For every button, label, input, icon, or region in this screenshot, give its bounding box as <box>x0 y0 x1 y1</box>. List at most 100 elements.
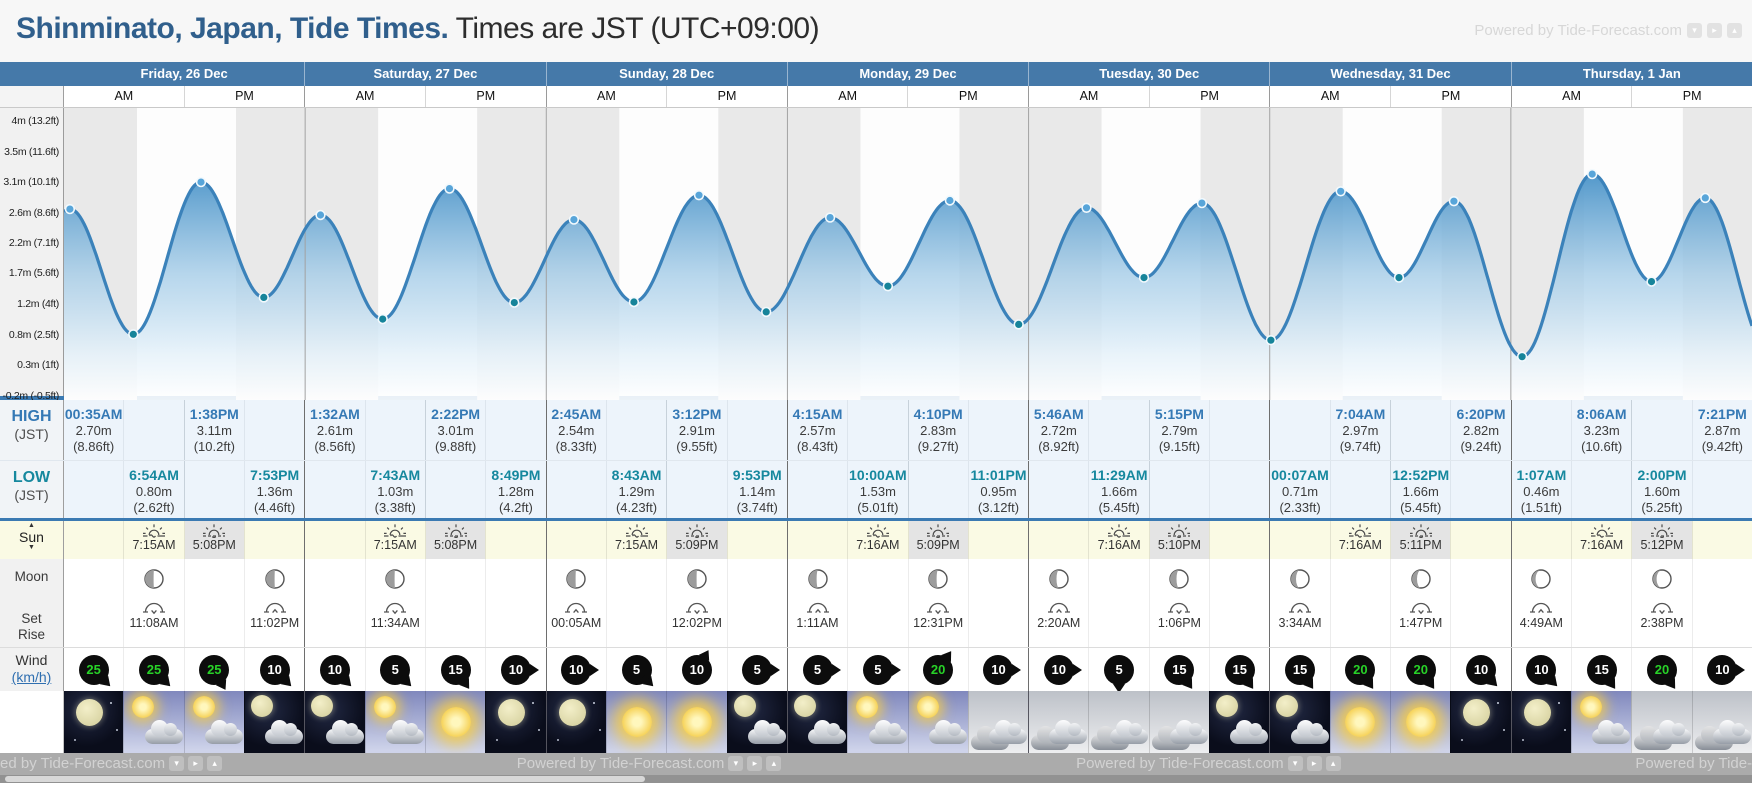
moon-time: 11:34AM <box>370 616 420 630</box>
day-header-cell[interactable]: Monday, 29 Dec <box>786 62 1028 86</box>
powered-by-link[interactable]: Powered by Tide-Forecast.com ▾ ▸ ▴ <box>1474 22 1742 39</box>
low-tide-cell <box>1209 461 1269 518</box>
wind-cell: 10 <box>547 648 606 691</box>
wind-cell: 20 <box>1631 648 1691 691</box>
y-axis-label: 3.1m (10.1ft) <box>3 176 59 189</box>
scrollbar-thumb[interactable] <box>5 776 645 782</box>
app-badge-icon[interactable]: ▴ <box>1325 756 1341 771</box>
moon-cell <box>605 559 666 647</box>
moon-cell: 1:06PM <box>1148 559 1209 647</box>
high-tide-time: 8:06AM <box>1576 406 1627 422</box>
moon-cell <box>1088 559 1148 647</box>
stars-glyph <box>1497 702 1500 704</box>
sunrise-icon <box>1107 523 1131 538</box>
moonset-icon <box>1168 601 1191 615</box>
wind-unit-link[interactable]: (km/h) <box>11 669 52 685</box>
tide-day: 7:43AM 1.03m (3.38ft) 8:49PM 1.28m (4.2ft) <box>304 461 545 518</box>
app-badge-icon[interactable]: ▸ <box>188 756 204 771</box>
sun-day: 7:15AM 5:08PM <box>304 521 545 559</box>
footer-powered-by-text: ed by Tide-Forecast.com <box>0 755 166 772</box>
page-title-location: Shinminato, Japan, Tide Times. <box>16 12 449 45</box>
wind-day: 15 20 20 10 <box>1269 648 1510 691</box>
tide-height-ft: (10.6ft) <box>1581 439 1623 454</box>
app-badge-icon[interactable]: ▾ <box>1287 756 1303 771</box>
moon-cell: 12:31PM <box>907 559 968 647</box>
cloud-glyph <box>325 720 364 744</box>
tide-height-m: 0.71m <box>1282 484 1319 499</box>
wind-speed-value: 15 <box>1594 662 1609 677</box>
day-header-cell[interactable]: Wednesday, 31 Dec <box>1269 62 1510 86</box>
moon-glyph <box>733 695 756 717</box>
moon-time: 1:06PM <box>1157 616 1201 630</box>
wind-speed-value: 10 <box>991 662 1006 677</box>
app-badge-icon[interactable]: ▸ <box>1306 756 1322 771</box>
wind-direction-arrow-icon <box>1602 673 1620 691</box>
app-badge-icon[interactable]: ▾ <box>728 756 744 771</box>
moon-phase-icon <box>1530 568 1552 590</box>
footer-powered-by-link[interactable]: Powered by Tide-Forecast.com▾▸▴ <box>1076 755 1341 772</box>
wind-speed-value: 5 <box>753 662 761 677</box>
day-header-cell[interactable]: Sunday, 28 Dec <box>545 62 787 86</box>
app-badge-icon[interactable]: ▸ <box>747 756 763 771</box>
tide-height-m: 2.57m <box>799 423 836 438</box>
sun-cell <box>1029 521 1088 559</box>
horizontal-scrollbar[interactable] <box>0 775 1752 783</box>
wind-cell: 10 <box>967 648 1028 691</box>
app-badge-icon[interactable]: ▸ <box>1707 23 1722 38</box>
wind-speed-badge: 15 <box>1586 654 1617 689</box>
day-header-cell[interactable]: Friday, 26 Dec <box>140 66 228 81</box>
am-cell: AM <box>597 89 616 103</box>
cloud-glyph <box>1109 720 1148 744</box>
sun-cell <box>967 521 1028 559</box>
sun-cell <box>788 521 847 559</box>
day-header-cell[interactable]: Saturday, 27 Dec <box>304 62 545 86</box>
high-tide-point <box>1448 195 1460 207</box>
low-tide-point <box>509 297 520 308</box>
wind-direction-arrow-icon <box>639 672 657 690</box>
moon-cell: 2:38PM <box>1631 559 1691 647</box>
day-header-cell[interactable]: Thursday, 1 Jan <box>1510 62 1752 86</box>
app-badge-icon[interactable]: ▴ <box>1727 23 1742 38</box>
am-cell: AM <box>1079 89 1099 103</box>
page-title: Shinminato, Japan, Tide Times. Times are… <box>16 12 1752 46</box>
high-tide-point <box>568 214 580 225</box>
day-header-cell[interactable]: Tuesday, 30 Dec <box>1028 62 1269 86</box>
moon-glyph <box>76 699 103 726</box>
high-tide-point <box>315 209 326 221</box>
app-badge-icon[interactable]: ▴ <box>207 756 223 771</box>
footer-powered-by-link[interactable]: ed by Tide-Forecast.com ▾ ▸ ▴ <box>0 755 223 772</box>
cloud-glyph <box>1592 720 1631 744</box>
sunrise-time: 7:16AM <box>856 538 900 552</box>
cloud-glyph <box>144 720 183 744</box>
sun-cell <box>1512 521 1571 559</box>
footer-powered-by-link[interactable]: Powered by Tide-Forecast.com▾▸▴ <box>517 755 782 772</box>
tide-height-m: 1.03m <box>377 484 414 499</box>
app-badge-icon[interactable]: ▾ <box>1687 23 1702 38</box>
low-tide-point <box>1138 272 1150 283</box>
footer-powered-by-link[interactable]: Powered by Tide-Forecast.com▾▸▴ <box>1635 755 1752 772</box>
weather-day <box>304 691 546 753</box>
moonset-icon <box>142 601 165 615</box>
moon-day: 4:49AM 2:38PM <box>1510 559 1752 647</box>
ampm-day: AM PM <box>545 86 787 107</box>
low-tide-time: 10:00AM <box>849 467 907 483</box>
low-tide-point <box>1393 272 1405 283</box>
sunrise-time: 7:15AM <box>615 538 659 552</box>
cloud-glyph <box>265 720 304 744</box>
sun-day: 7:16AM 5:12PM <box>1510 521 1752 559</box>
weather-day <box>1028 691 1270 753</box>
sun-row-toggle[interactable]: ▲ Sun ▼ <box>0 521 64 559</box>
tide-height-m: 1.28m <box>497 484 534 499</box>
high-tide-time: 2:45AM <box>551 406 602 422</box>
wind-label: Wind <box>15 652 48 668</box>
moon-time: 11:08AM <box>129 616 179 630</box>
moon-cell <box>1329 559 1390 647</box>
high-tide-cell: 2:22PM 3.01m (9.88ft) <box>424 400 485 460</box>
app-badge-icon[interactable]: ▾ <box>169 756 185 771</box>
tide-height-ft: (3.74ft) <box>736 500 778 515</box>
app-badge-icon[interactable]: ▴ <box>766 756 782 771</box>
wind-speed-value: 10 <box>568 662 584 677</box>
wind-row: Wind (km/h) 25 25 25 10 10 5 15 10 10 5 10 5 5 5 20 10 1… <box>0 647 1752 693</box>
sun-cell: 7:15AM <box>123 521 183 559</box>
cloud-glyph <box>747 720 786 744</box>
